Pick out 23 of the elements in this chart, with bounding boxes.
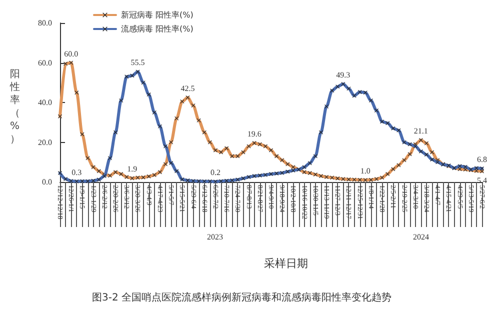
y-tick-label: 40.0 bbox=[38, 98, 52, 107]
data-label: 42.5 bbox=[180, 84, 195, 94]
text: 2024 bbox=[413, 232, 429, 242]
data-label: 0.3 bbox=[72, 168, 82, 177]
data-label: 49.3 bbox=[336, 70, 350, 80]
y-tick-label: 80.0 bbox=[38, 18, 52, 28]
y-tick-label: 60.0 bbox=[38, 58, 52, 68]
caption: 图3-2 全国哨点医院流感样病例新冠病毒和流感病毒阳性率变化趋势 bbox=[92, 292, 392, 304]
data-label: 19.6 bbox=[247, 130, 262, 139]
data-label: 55.5 bbox=[130, 58, 145, 68]
data-label: 21.1 bbox=[414, 126, 428, 136]
data-label: 0.2 bbox=[210, 168, 220, 178]
data-label: 6.8 bbox=[477, 154, 487, 164]
legend-label: 新冠病毒 阳性率(%) bbox=[121, 10, 194, 20]
y-axis-title: 阳性率（%） bbox=[9, 69, 20, 145]
x-axis-title: 采样日期 bbox=[264, 257, 308, 270]
data-label: 1.9 bbox=[127, 164, 138, 174]
y-tick-label: 20.0 bbox=[38, 138, 52, 147]
data-label: 60.0 bbox=[64, 49, 78, 58]
data-label: 1.0 bbox=[360, 166, 370, 176]
text: 2023 bbox=[207, 232, 223, 242]
legend-label: 流感病毒 阳性率(%) bbox=[121, 24, 194, 34]
y-tick-label: 0.0 bbox=[42, 178, 52, 186]
